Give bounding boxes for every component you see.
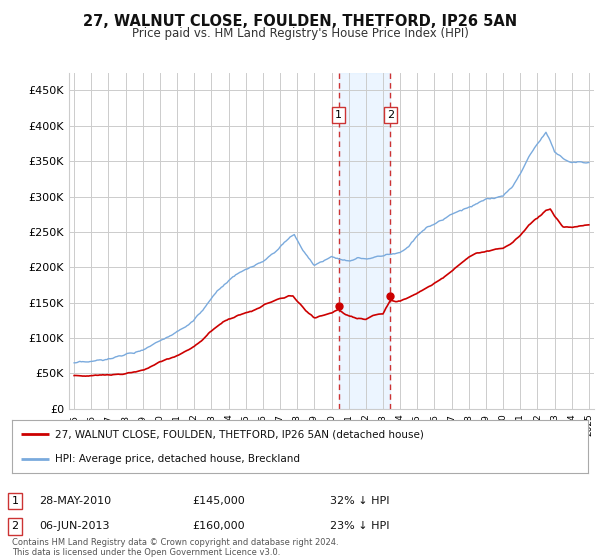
Text: 1: 1 <box>335 110 342 120</box>
Text: 28-MAY-2010: 28-MAY-2010 <box>39 496 111 506</box>
Text: 06-JUN-2013: 06-JUN-2013 <box>39 521 110 531</box>
Bar <box>338 73 391 409</box>
Text: 2: 2 <box>387 110 394 120</box>
Text: 2: 2 <box>11 521 19 531</box>
Text: 27, WALNUT CLOSE, FOULDEN, THETFORD, IP26 5AN: 27, WALNUT CLOSE, FOULDEN, THETFORD, IP2… <box>83 14 517 29</box>
Text: 23% ↓ HPI: 23% ↓ HPI <box>330 521 389 531</box>
Text: 32% ↓ HPI: 32% ↓ HPI <box>330 496 389 506</box>
Text: Price paid vs. HM Land Registry's House Price Index (HPI): Price paid vs. HM Land Registry's House … <box>131 27 469 40</box>
Text: £145,000: £145,000 <box>192 496 245 506</box>
Text: 27, WALNUT CLOSE, FOULDEN, THETFORD, IP26 5AN (detached house): 27, WALNUT CLOSE, FOULDEN, THETFORD, IP2… <box>55 430 424 440</box>
Text: £160,000: £160,000 <box>192 521 245 531</box>
Text: 1: 1 <box>11 496 19 506</box>
Text: HPI: Average price, detached house, Breckland: HPI: Average price, detached house, Brec… <box>55 454 300 464</box>
Text: Contains HM Land Registry data © Crown copyright and database right 2024.
This d: Contains HM Land Registry data © Crown c… <box>12 538 338 557</box>
